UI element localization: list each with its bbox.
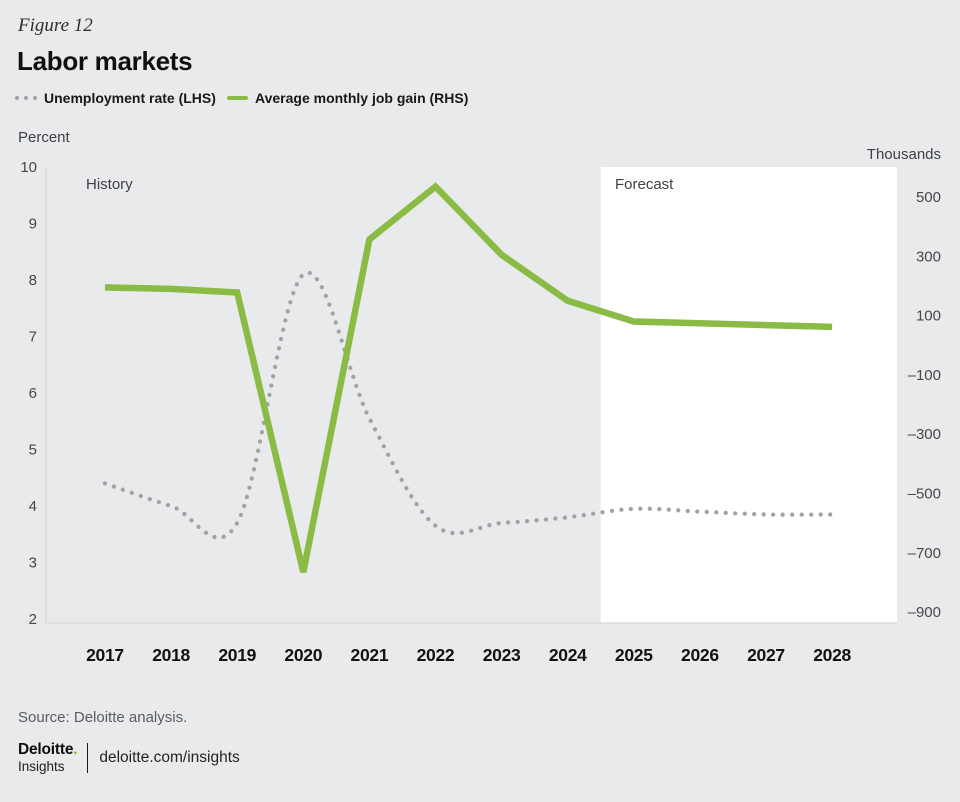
x-axis-year-label: 2021: [351, 645, 389, 665]
right-axis-tick: 100: [916, 308, 941, 325]
left-axis-tick: 4: [29, 498, 37, 515]
unemployment-rate-line: [102, 270, 835, 540]
x-axis-year-label: 2019: [218, 645, 256, 665]
footer-link[interactable]: deloitte.com/insights: [99, 748, 240, 766]
history-region-label: History: [86, 176, 133, 193]
labor-markets-chart: 10 9 8 7 6 5 4 3 2 500 300 100 –100 –300 –500 –700 –900 2…: [20, 159, 941, 665]
brand-subname: Insights: [18, 758, 65, 774]
x-axis-year-label: 2023: [483, 645, 521, 665]
x-axis-year-label: 2025: [615, 645, 653, 665]
dotted-line-swatch-icon: [15, 96, 37, 100]
legend-item-job-gain: Average monthly job gain (RHS): [227, 90, 468, 106]
brand-green-dot: .: [73, 741, 78, 758]
page-title: Labor markets: [17, 46, 193, 76]
brand-name: Deloitte.: [18, 741, 78, 758]
x-axis-year-label: 2024: [549, 645, 587, 665]
legend-label-job-gain: Average monthly job gain (RHS): [255, 90, 469, 106]
left-axis-tick: 2: [29, 611, 37, 628]
x-axis-year-label: 2027: [747, 645, 785, 665]
right-axis-tick: –300: [908, 426, 941, 443]
right-axis-tick: 300: [916, 248, 941, 265]
right-axis-tick: –900: [908, 604, 941, 621]
x-axis-year-label: 2026: [681, 645, 719, 665]
right-axis-tick: 500: [916, 189, 941, 206]
forecast-region: [600, 167, 897, 623]
left-axis-title: Percent: [18, 129, 70, 146]
job-gain-line: [104, 182, 833, 573]
left-axis-tick: 9: [29, 216, 37, 233]
footer-divider: [87, 742, 89, 773]
right-axis-title: Thousands: [866, 146, 941, 163]
x-axis-year-label: 2017: [86, 645, 124, 665]
figure-label: Figure 12: [18, 15, 93, 36]
deloitte-insights-logo: Deloitte. Insights: [18, 741, 78, 774]
left-axis-tick: 7: [29, 329, 37, 346]
legend-item-unemployment: Unemployment rate (LHS): [15, 90, 216, 106]
footer: Deloitte. Insights deloitte.com/insights: [18, 742, 240, 773]
left-axis-tick: 10: [20, 159, 37, 176]
left-axis-tick: 6: [29, 385, 37, 402]
x-axis-year-label: 2022: [417, 645, 455, 665]
x-axis-year-label: 2028: [813, 645, 851, 665]
x-axis-year-label: 2018: [152, 645, 190, 665]
legend-label-unemployment: Unemployment rate (LHS): [44, 90, 216, 106]
right-axis-tick: –700: [908, 545, 941, 562]
left-axis-tick: 3: [29, 555, 37, 572]
left-axis-tick: 5: [29, 442, 37, 459]
solid-line-swatch-icon: [227, 95, 248, 101]
right-axis-tick: –500: [908, 486, 941, 503]
left-axis-tick: 8: [29, 272, 37, 289]
x-axis-year-label: 2020: [284, 645, 322, 665]
source-note: Source: Deloitte analysis.: [18, 709, 188, 726]
right-axis-tick: –100: [908, 367, 941, 384]
forecast-region-label: Forecast: [615, 176, 674, 193]
